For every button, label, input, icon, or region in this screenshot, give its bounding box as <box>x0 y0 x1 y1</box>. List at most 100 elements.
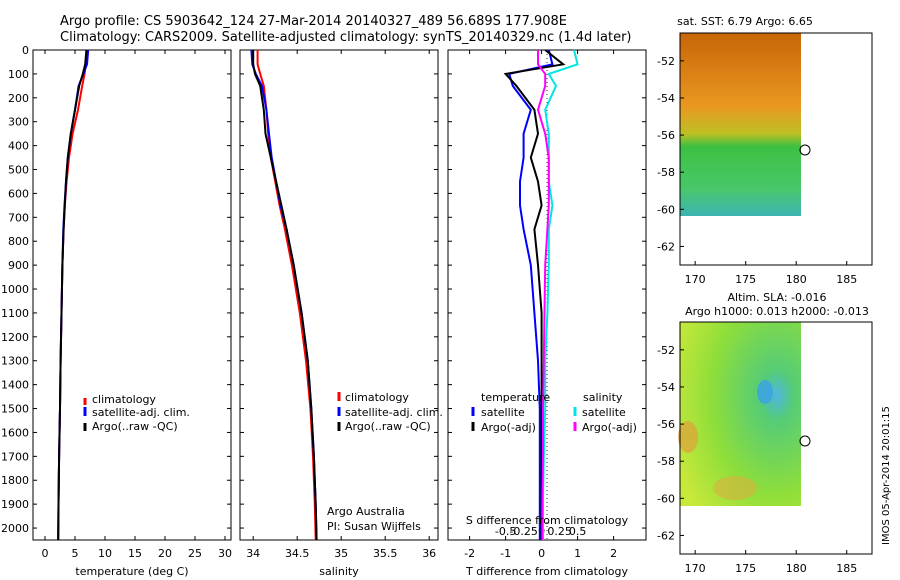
map-x-tick-label: 180 <box>786 562 807 575</box>
sla-field <box>680 322 801 506</box>
depth-tick-label: 200 <box>8 92 29 105</box>
map-y-tick-label: -56 <box>657 418 675 431</box>
sst-map-title: sat. SST: 6.79 Argo: 6.65 <box>677 15 813 28</box>
difference-legend: temperature satellite Argo(-adj) salinit… <box>471 391 637 434</box>
temperature-x-ticks: 0 5 10 15 20 25 30 <box>42 50 232 560</box>
map-y-tick-label: -60 <box>657 203 675 216</box>
s-tick-label: -0.25 <box>509 525 537 538</box>
s-tick-label: 0.25 <box>547 525 572 538</box>
x-tick-label: 20 <box>158 547 172 560</box>
legend-argo: Argo(..raw -QC) <box>92 420 178 433</box>
depth-tick-label: 1400 <box>1 379 29 392</box>
x-tick-label: 36 <box>422 547 436 560</box>
depth-tick-label: 1600 <box>1 426 29 439</box>
depth-tick-label: 1900 <box>1 498 29 511</box>
argo-location-marker <box>799 435 811 447</box>
x-tick-label: 10 <box>98 547 112 560</box>
series-line-temperature-argo-adj- <box>503 49 566 540</box>
legend-argo: Argo(..raw -QC) <box>345 420 431 433</box>
x-tick-label: 5 <box>72 547 79 560</box>
map-y-tick-label: -54 <box>657 92 675 105</box>
depth-tick-label: 1300 <box>1 355 29 368</box>
map-x-tick-label: 175 <box>735 562 756 575</box>
x-tick-label: 1 <box>574 547 581 560</box>
temperature-xlabel: temperature (deg C) <box>75 565 188 578</box>
argo-location-marker <box>799 144 811 156</box>
map-y-tick-label: -52 <box>657 344 675 357</box>
sla-map-ticks: 170 175 180 185 -52 -54 -56 -58 -60 -62 <box>657 344 857 575</box>
depth-tick-label: 500 <box>8 164 29 177</box>
map-y-tick-label: -62 <box>657 240 675 253</box>
depth-tick-label: 2000 <box>1 522 29 535</box>
depth-tick-label: 300 <box>8 116 29 129</box>
depth-tick-label: 1100 <box>1 307 29 320</box>
x-tick-label: 0 <box>42 547 49 560</box>
imos-timestamp: IMOS 05-Apr-2014 20:01:15 <box>881 406 892 545</box>
depth-tick-label: 800 <box>8 235 29 248</box>
legend-s-argo: Argo(-adj) <box>582 421 637 434</box>
salinity-xlabel: salinity <box>319 565 359 578</box>
map-y-tick-label: -58 <box>657 455 675 468</box>
x-tick-label: 2 <box>610 547 617 560</box>
map-y-tick-label: -52 <box>657 55 675 68</box>
salinity-axes-frame <box>239 49 439 541</box>
sla-map-title1: Altim. SLA: -0.016 <box>727 291 826 304</box>
x-tick-label: 34 <box>246 547 260 560</box>
temperature-axes-frame <box>32 49 232 541</box>
series-line-argo-raw-qc- <box>252 50 318 541</box>
map-y-tick-label: -62 <box>657 529 675 542</box>
difference-profiles <box>503 49 579 540</box>
depth-tick-label: 1200 <box>1 331 29 344</box>
x-tick-label: 35.5 <box>373 547 398 560</box>
sla-high-eddy <box>713 476 757 500</box>
sla-high-eddy <box>678 421 698 453</box>
annotation-pi: PI: Susan Wijffels <box>327 520 421 533</box>
temperature-legend: climatology satellite-adj. clim. Argo(..… <box>83 393 190 433</box>
header-line2: Climatology: CARS2009. Satellite-adjuste… <box>60 30 632 45</box>
series-line-satellite-adj-clim- <box>250 49 318 541</box>
t-difference-xlabel: T difference from climatology <box>465 565 628 578</box>
s-tick-label: 0.5 <box>569 525 587 538</box>
map-y-tick-label: -60 <box>657 492 675 505</box>
temperature-panel: 0100200300400500600700800900100011001200… <box>1 44 232 578</box>
legend-temperature-title: temperature <box>481 391 550 404</box>
legend-climatology: climatology <box>92 393 156 406</box>
difference-panel: -2 -1 0 1 2 -0.5-0.25 0 0.250.5 S difference f… <box>447 49 647 578</box>
series-line-temperature-satellite <box>507 49 554 540</box>
x-tick-label: 30 <box>218 547 232 560</box>
legend-t-satellite: satellite <box>481 406 525 419</box>
map-y-tick-label: -58 <box>657 166 675 179</box>
x-tick-label: 15 <box>128 547 142 560</box>
legend-climatology: climatology <box>345 391 409 404</box>
salinity-depth-ticks <box>240 49 438 529</box>
x-tick-label: 34.5 <box>285 547 310 560</box>
salinity-panel: 34 34.5 35 35.5 36 salinity climatology sate… <box>239 49 443 578</box>
sst-field-overlay <box>680 33 801 216</box>
depth-tick-label: 0 <box>22 44 29 57</box>
sla-map-frame <box>679 321 873 555</box>
header-line1: Argo profile: CS 5903642_124 27-Mar-2014… <box>60 14 567 29</box>
legend-satellite: satellite-adj. clim. <box>345 406 443 419</box>
legend-salinity-title: salinity <box>583 391 623 404</box>
temperature-profiles <box>57 49 90 541</box>
sla-map-panel: Altim. SLA: -0.016 Argo h1000: 0.013 h20… <box>657 291 873 575</box>
map-y-tick-label: -56 <box>657 129 675 142</box>
series-line-climatology <box>256 50 317 541</box>
depth-axis: 0 100 200 300 400 500 600 700 800 900 1000 1100 1200… <box>1 44 231 535</box>
x-tick-label: -1 <box>500 547 511 560</box>
depth-tick-label: 1500 <box>1 403 29 416</box>
x-tick-label: 25 <box>188 547 202 560</box>
map-x-tick-label: 185 <box>836 273 857 286</box>
depth-tick-label: 600 <box>8 187 29 200</box>
depth-tick-label: 1700 <box>1 450 29 463</box>
sst-field <box>680 33 801 216</box>
series-line-salinity-satellite <box>542 49 579 540</box>
legend-s-satellite: satellite <box>582 406 626 419</box>
s-tick-label: -0.5 <box>495 525 516 538</box>
series-line-argo-raw-qc- <box>57 49 88 541</box>
depth-tick-label: 900 <box>8 259 29 272</box>
annotation-argo-australia: Argo Australia <box>327 505 405 518</box>
map-x-tick-label: 170 <box>685 562 706 575</box>
map-x-tick-label: 180 <box>786 273 807 286</box>
